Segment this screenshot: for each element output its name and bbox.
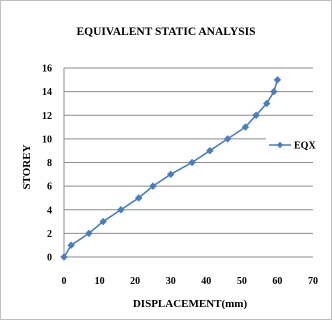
data-point [241, 123, 250, 131]
legend-marker [276, 141, 284, 149]
x-tick-label: 50 [237, 276, 247, 287]
data-point [273, 76, 282, 84]
x-tick-label: 0 [62, 276, 67, 287]
data-point [99, 217, 107, 226]
data-point [270, 87, 278, 96]
data-point [85, 229, 93, 238]
x-axis-label: DISPLACEMENT(mm) [133, 298, 248, 310]
data-point [263, 99, 271, 108]
y-tick-label: 14 [42, 87, 52, 98]
series-line-eqx [63, 79, 279, 258]
data-point [134, 194, 143, 202]
x-tick-label: 10 [95, 276, 105, 287]
y-tick-label: 12 [42, 111, 52, 122]
data-point [188, 158, 196, 167]
y-tick-label: 10 [42, 134, 52, 145]
data-point [252, 111, 260, 119]
data-point [117, 206, 125, 214]
chart-title: EQUIVALENT STATIC ANALYSIS [77, 26, 256, 38]
data-point [149, 182, 157, 190]
data-point [206, 146, 214, 155]
x-tick-label: 70 [308, 276, 318, 287]
data-point [60, 253, 68, 261]
x-tick-label: 60 [272, 276, 282, 287]
y-axis-label: STOREY [21, 144, 33, 189]
x-tick-label: 40 [201, 276, 211, 287]
data-point [166, 170, 175, 179]
data-point [223, 135, 232, 143]
y-tick-label: 0 [47, 253, 52, 264]
y-tick-label: 16 [42, 64, 52, 75]
y-tick-label: 2 [47, 229, 52, 240]
x-tick-label: 20 [130, 276, 140, 287]
y-tick-label: 8 [47, 158, 52, 169]
legend-label: EQX [294, 141, 316, 152]
plot-area: 0 2 4 6 8 10 12 14 16 0 10 20 30 40 50 60 70 EQX [42, 64, 318, 287]
y-tick-label: 4 [47, 205, 52, 216]
data-point [67, 241, 75, 249]
legend-background [266, 137, 318, 153]
x-tick-label: 30 [166, 276, 176, 287]
y-tick-label: 6 [47, 182, 52, 193]
